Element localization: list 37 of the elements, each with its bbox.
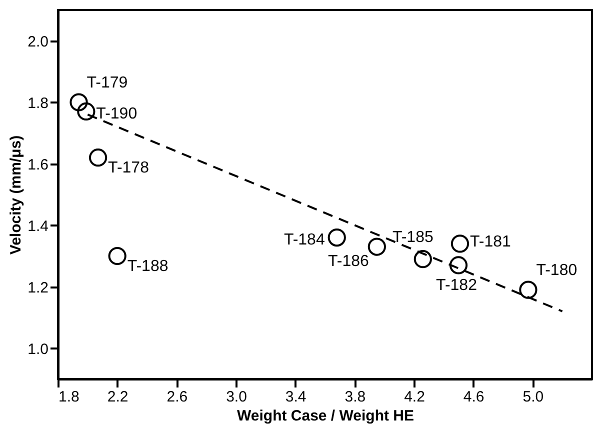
x-axis-title: Weight Case / Weight HE <box>237 408 414 424</box>
y-tick-label: 2.0 <box>28 33 48 50</box>
annotation: T-178 <box>108 160 150 177</box>
x-tick-label: 4.2 <box>404 388 425 406</box>
annotation: T-179 <box>86 74 128 92</box>
x-tick-label: 1.8 <box>58 388 80 406</box>
point <box>368 238 386 256</box>
point <box>88 148 108 167</box>
y-tick-label: 1.0 <box>28 340 48 358</box>
x-tick-label: 2.2 <box>107 388 128 406</box>
x-tick-label: 5.0 <box>522 388 544 406</box>
x-tick-label: 3.4 <box>285 388 306 406</box>
point <box>450 234 470 253</box>
annotation: T-185 <box>392 229 434 246</box>
x-tick-label: 3.0 <box>226 388 247 406</box>
y-tick-label: 1.2 <box>28 279 48 296</box>
point <box>519 280 538 299</box>
x-tick-label: 2.6 <box>166 388 188 406</box>
annotation: T-184 <box>284 232 325 249</box>
annotation: T-180 <box>536 262 578 279</box>
annotation: T-182 <box>436 277 478 294</box>
annotation: T-188 <box>127 258 168 275</box>
point <box>77 102 96 121</box>
y-axis-title: Velocity (mm/μs) <box>8 135 25 255</box>
y-tick-label: 1.6 <box>28 156 48 174</box>
point <box>328 228 346 247</box>
y-tick-label: 1.8 <box>28 94 48 112</box>
x-tick-label: 4.6 <box>463 388 484 406</box>
x-tick-label: 3.8 <box>344 388 366 406</box>
annotation: T-186 <box>328 252 370 270</box>
point <box>108 246 126 266</box>
point <box>70 93 88 112</box>
y-tick-label: 1.4 <box>28 218 48 235</box>
annotation: T-190 <box>96 105 138 122</box>
point <box>414 250 432 268</box>
point <box>449 256 468 274</box>
annotation: T-181 <box>470 234 511 251</box>
